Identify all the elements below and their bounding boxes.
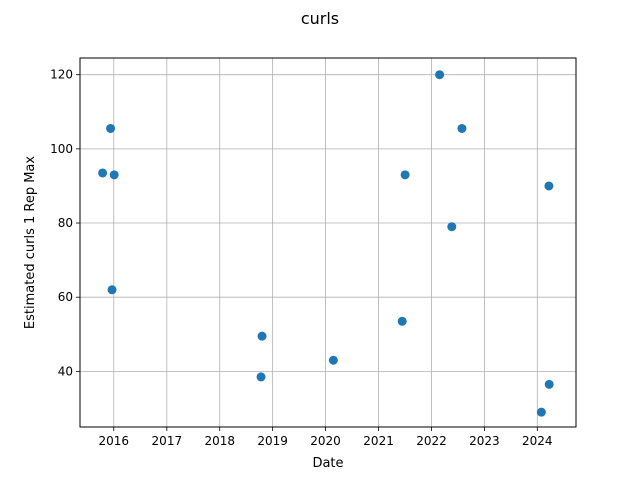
x-tick-label: 2020 bbox=[310, 434, 341, 448]
plot-frame bbox=[79, 57, 577, 428]
data-point bbox=[107, 285, 117, 295]
data-point bbox=[328, 355, 338, 365]
data-point bbox=[536, 407, 546, 417]
data-point bbox=[257, 331, 267, 341]
x-tick-label: 2018 bbox=[204, 434, 235, 448]
y-tick-label: 40 bbox=[58, 364, 73, 378]
y-tick-label: 100 bbox=[50, 142, 73, 156]
data-point bbox=[447, 222, 457, 232]
x-axis-ticks: 2016 2017 2018 2019 2020 2021 2022 2023 2024 bbox=[98, 427, 553, 448]
data-point bbox=[435, 70, 445, 80]
chart-title: curls bbox=[301, 9, 339, 28]
x-tick-label: 2016 bbox=[98, 434, 129, 448]
data-point bbox=[457, 123, 467, 133]
x-tick-label: 2021 bbox=[363, 434, 394, 448]
grid-lines bbox=[80, 58, 576, 427]
data-point bbox=[544, 181, 554, 191]
data-points bbox=[98, 70, 554, 417]
x-tick-label: 2022 bbox=[416, 434, 447, 448]
y-axis-label: Estimated curls 1 Rep Max bbox=[23, 156, 38, 329]
y-axis-ticks: 40 60 80 100 120 bbox=[50, 68, 80, 378]
data-point bbox=[400, 170, 410, 180]
y-tick-label: 60 bbox=[58, 290, 73, 304]
data-point bbox=[256, 372, 266, 382]
data-point bbox=[397, 316, 407, 326]
x-tick-label: 2023 bbox=[469, 434, 500, 448]
x-axis-label: Date bbox=[312, 456, 343, 471]
data-point bbox=[109, 170, 119, 180]
x-tick-label: 2024 bbox=[522, 434, 553, 448]
y-tick-label: 80 bbox=[58, 216, 73, 230]
x-tick-label: 2019 bbox=[257, 434, 288, 448]
data-point bbox=[106, 123, 116, 133]
y-tick-label: 120 bbox=[50, 68, 73, 82]
data-point bbox=[98, 168, 108, 178]
data-point bbox=[544, 379, 554, 389]
x-tick-label: 2017 bbox=[152, 434, 183, 448]
